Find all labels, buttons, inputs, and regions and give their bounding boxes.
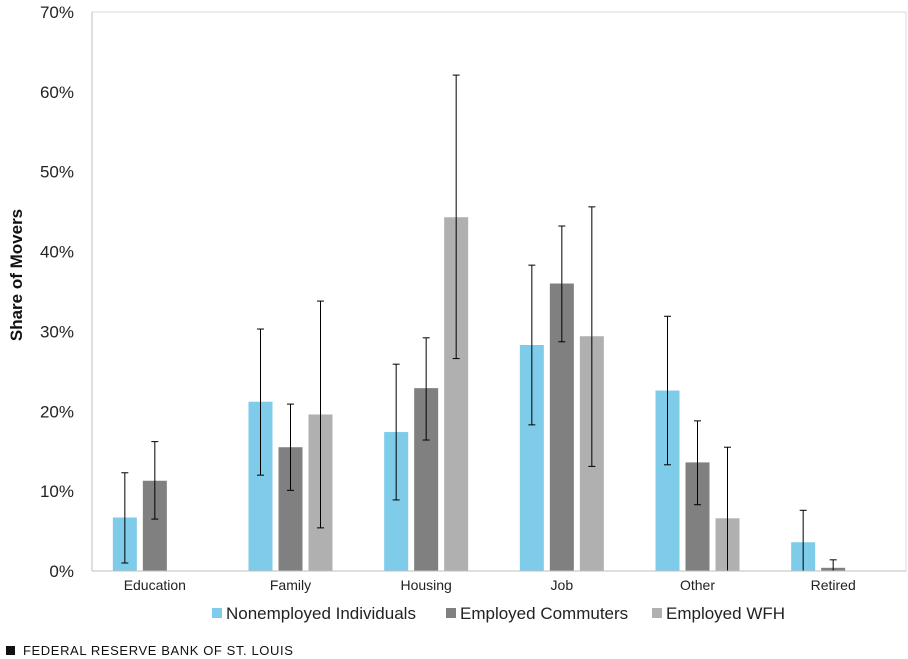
y-tick-label: 40% [40, 243, 74, 262]
x-tick-label: Family [270, 577, 311, 593]
y-tick-label: 50% [40, 163, 74, 182]
y-tick-label: 60% [40, 83, 74, 102]
y-tick-label: 20% [40, 402, 74, 421]
y-axis-title: Share of Movers [7, 209, 26, 341]
footer: FEDERAL RESERVE BANK OF ST. LOUIS [6, 641, 293, 659]
x-tick-label: Education [124, 577, 186, 593]
legend-swatch [652, 608, 662, 618]
legend-label: Employed WFH [666, 604, 785, 623]
y-tick-label: 0% [49, 562, 74, 581]
y-tick-label: 30% [40, 322, 74, 341]
footer-square-icon [6, 645, 15, 655]
x-tick-label: Other [680, 577, 715, 593]
x-tick-label: Housing [400, 577, 451, 593]
legend: Nonemployed Individuals Employed Commuter… [212, 604, 785, 623]
x-tick-label: Retired [811, 577, 856, 593]
x-tick-label: Job [551, 577, 574, 593]
legend-label: Nonemployed Individuals [226, 604, 416, 623]
legend-label: Employed Commuters [460, 604, 628, 623]
y-tick-label: 70% [40, 3, 74, 22]
y-tick-label: 10% [40, 482, 74, 501]
footer-text: FEDERAL RESERVE BANK OF ST. LOUIS [23, 642, 294, 658]
legend-swatch [446, 608, 456, 618]
legend-swatch [212, 608, 222, 618]
bar-chart: 0% 10% 20% 30% 40% 50% 60% 70% Education Family Ho… [7, 3, 907, 623]
plot-area: 0% 10% 20% 30% 40% 50% 60% 70% Education Family Ho… [40, 3, 907, 593]
